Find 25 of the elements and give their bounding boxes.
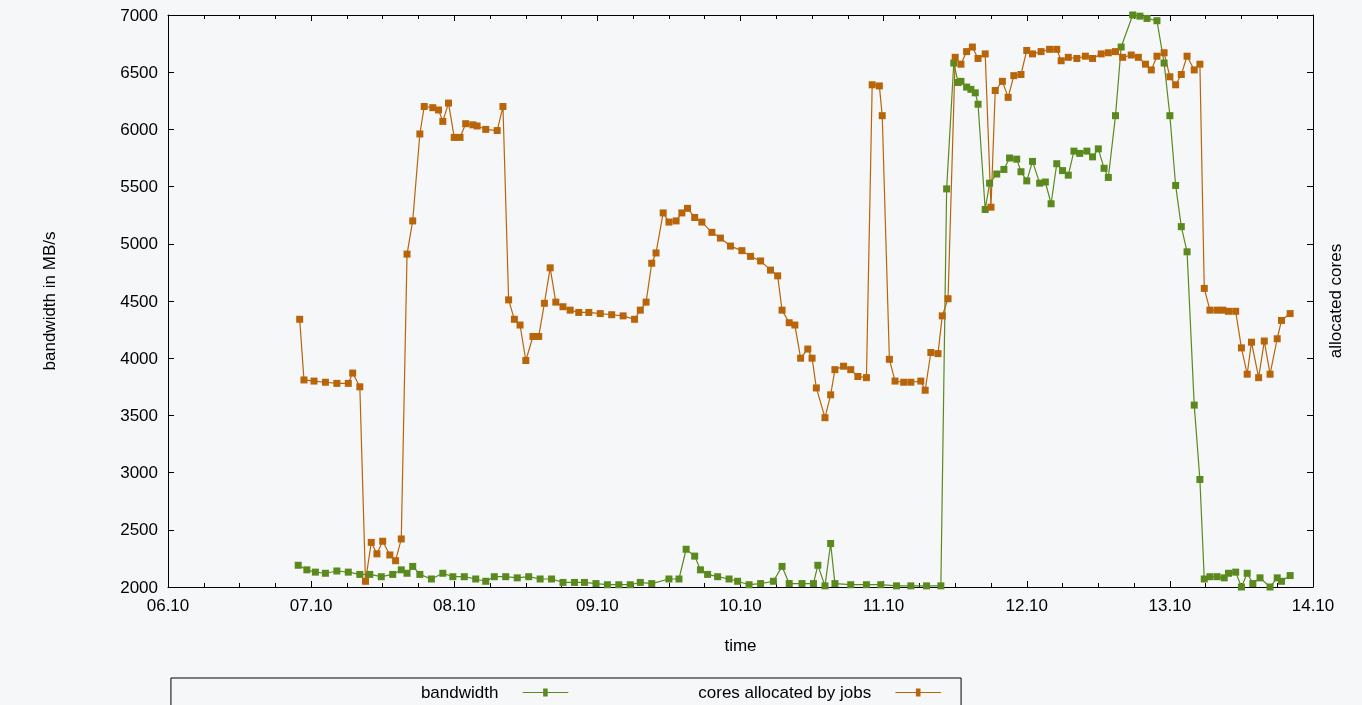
y-tick-label: 3000 bbox=[120, 463, 158, 483]
x-tick-label: 06.10 bbox=[146, 596, 190, 615]
y-tick-label: 5000 bbox=[120, 234, 158, 254]
legend-label: bandwidth bbox=[420, 683, 499, 702]
x-tick-label: 08.10 bbox=[432, 596, 476, 615]
y-tick-label: 7000 bbox=[120, 5, 158, 25]
y-tick-label: 3500 bbox=[120, 405, 158, 425]
y-tick-label: 4000 bbox=[120, 348, 158, 368]
x-tick-label: 10.10 bbox=[719, 596, 762, 615]
y-axis-title: bandwidth in MB/s bbox=[40, 231, 59, 371]
y-tick-label: 5500 bbox=[120, 177, 158, 197]
x-tick-label: 09.10 bbox=[576, 596, 619, 615]
x-tick-label: 12.10 bbox=[1005, 596, 1049, 615]
y-tick-label: 6500 bbox=[120, 62, 158, 82]
y-tick-label: 2000 bbox=[120, 577, 158, 597]
x-axis-title: time bbox=[724, 636, 757, 655]
y-tick-label: 6000 bbox=[120, 119, 158, 139]
y-tick-label: 4500 bbox=[120, 291, 158, 311]
x-tick-label: 07.10 bbox=[289, 596, 333, 615]
x-tick-label: 11.10 bbox=[862, 596, 905, 615]
x-tick-label: 13.10 bbox=[1148, 596, 1192, 615]
x-tick-label: 14.10 bbox=[1291, 596, 1335, 615]
legend-label: cores allocated by jobs bbox=[698, 683, 872, 702]
y-tick-label: 2500 bbox=[120, 520, 158, 540]
y2-axis-title: allocated cores bbox=[1326, 243, 1345, 359]
